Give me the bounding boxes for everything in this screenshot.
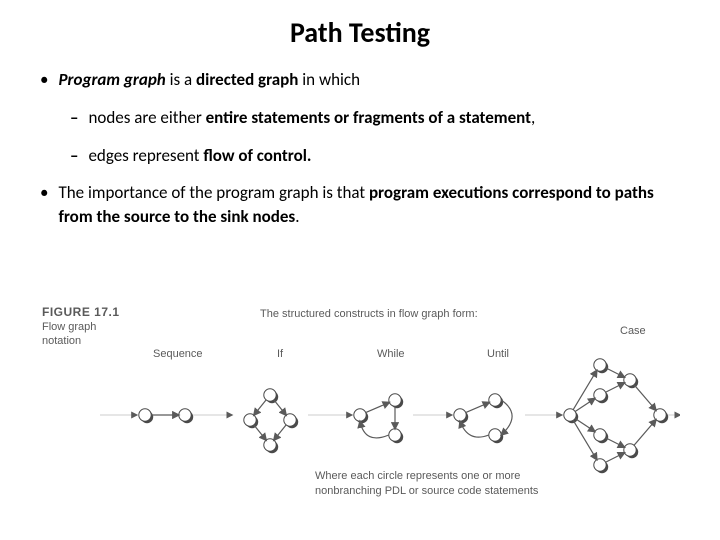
label-case: Case: [620, 325, 646, 337]
figure-subtitle-1: Flow graph: [42, 321, 96, 333]
b1a-pre: nodes are either: [88, 107, 205, 128]
bullet-marker: –: [70, 106, 78, 130]
b1-post: in which: [298, 69, 360, 90]
b1b-pre: edges represent: [88, 145, 203, 166]
bullet-marker: –: [70, 144, 78, 168]
flowgraph-diagram: [40, 340, 680, 500]
figure-number: FIGURE 17.1: [42, 305, 120, 319]
bullet-1a: – nodes are either entire statements or …: [70, 106, 690, 130]
bullet-1a-text: nodes are either entire statements or fr…: [88, 106, 535, 130]
b1-mid: is a: [166, 69, 196, 90]
figure-17-1: FIGURE 17.1 Flow graph notation The stru…: [40, 305, 680, 525]
b1-term: Program graph: [58, 69, 165, 90]
bullet-2: • The importance of the program graph is…: [40, 181, 690, 229]
b2-pre: The importance of the program graph is t…: [58, 182, 368, 203]
bullet-1-text: Program graph is a directed graph in whi…: [58, 68, 360, 92]
figure-caption: The structured constructs in flow graph …: [260, 308, 478, 320]
bullet-marker: •: [40, 181, 48, 229]
b1a-post: ,: [531, 107, 535, 128]
bullets: • Program graph is a directed graph in w…: [30, 68, 690, 229]
bullet-1: • Program graph is a directed graph in w…: [40, 68, 690, 92]
b1b-bold: flow of control.: [203, 145, 311, 166]
bullet-marker: •: [40, 68, 48, 92]
bullet-1b: – edges represent flow of control.: [70, 144, 690, 168]
bullet-1b-text: edges represent flow of control.: [88, 144, 311, 168]
b2-post: .: [295, 206, 299, 227]
b1a-bold: entire statements or fragments of a stat…: [206, 107, 531, 128]
bullet-2-text: The importance of the program graph is t…: [58, 181, 690, 229]
b1-term2: directed graph: [196, 69, 298, 90]
slide-title: Path Testing: [30, 15, 690, 50]
